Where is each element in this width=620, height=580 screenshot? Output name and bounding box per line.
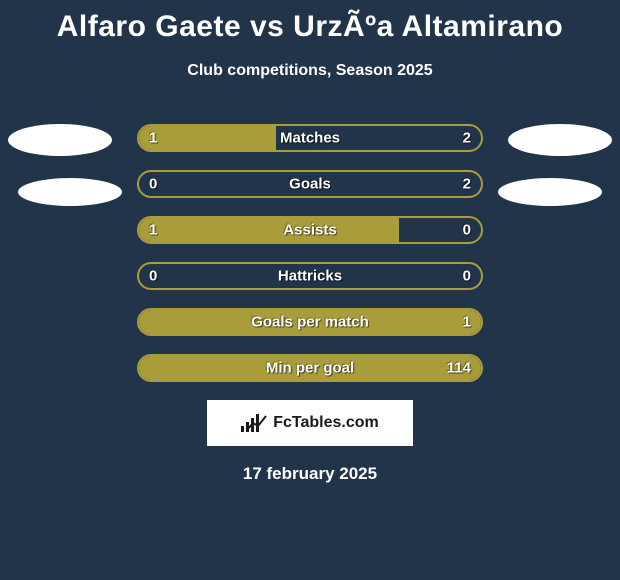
stat-label: Goals bbox=[139, 176, 481, 193]
stat-value-right: 2 bbox=[463, 130, 471, 147]
stat-value-right: 2 bbox=[463, 176, 471, 193]
stat-fill-left bbox=[139, 126, 276, 150]
line-chart-icon bbox=[247, 414, 267, 432]
logo-text: FcTables.com bbox=[273, 414, 379, 432]
stat-value-left: 0 bbox=[149, 176, 157, 193]
right-team-badge bbox=[508, 124, 612, 156]
stat-row: Matches12 bbox=[137, 124, 483, 152]
fctables-logo: FcTables.com bbox=[207, 400, 413, 446]
comparison-chart: Matches12Goals02Assists10Hattricks00Goal… bbox=[0, 124, 620, 382]
right-team-badge bbox=[498, 178, 602, 206]
page-title: Alfaro Gaete vs UrzÃºa Altamirano bbox=[0, 0, 620, 44]
left-team-badge bbox=[18, 178, 122, 206]
stat-fill-left bbox=[139, 218, 399, 242]
date-label: 17 february 2025 bbox=[0, 464, 620, 484]
stat-row: Goals0 2 bbox=[137, 170, 483, 198]
stat-row: Hattricks0 0 bbox=[137, 262, 483, 290]
stat-row: Goals per match1 bbox=[137, 308, 483, 336]
left-team-badge bbox=[8, 124, 112, 156]
stat-value-right: 0 bbox=[463, 222, 471, 239]
stat-label: Hattricks bbox=[139, 268, 481, 285]
stat-fill-left bbox=[139, 356, 481, 380]
stat-row: Min per goal114 bbox=[137, 354, 483, 382]
stat-value-left: 0 bbox=[149, 268, 157, 285]
stat-fill-left bbox=[139, 310, 481, 334]
stat-row: Assists10 bbox=[137, 216, 483, 244]
stat-value-right: 0 bbox=[463, 268, 471, 285]
subtitle: Club competitions, Season 2025 bbox=[0, 62, 620, 80]
